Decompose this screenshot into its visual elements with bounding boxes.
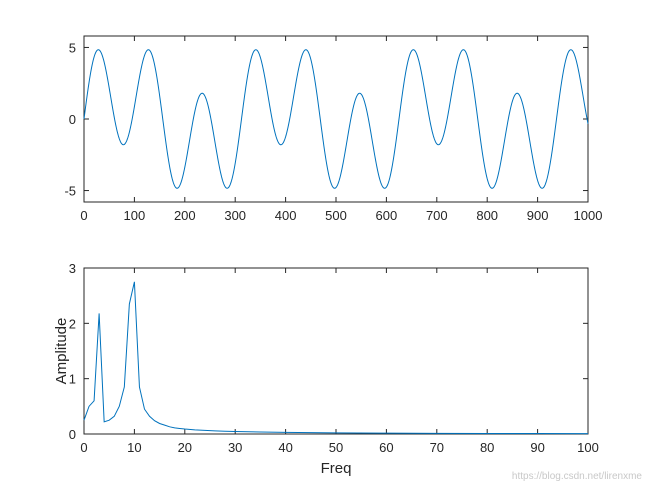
top-plot-frame <box>83 35 589 203</box>
bottom-x-tick-label: 100 <box>577 440 599 455</box>
bottom-y-tick-label: 2 <box>69 316 76 331</box>
bottom-x-tick-label: 80 <box>480 440 494 455</box>
bottom-x-tick-label: 30 <box>228 440 242 455</box>
top-x-tick-label: 800 <box>476 208 498 223</box>
bottom-y-axis-label: Amplitude <box>53 318 70 385</box>
top-y-tick-label: 5 <box>69 40 76 55</box>
bottom-spectrum-plot: 0 10 20 30 40 50 60 70 80 90 100 0 1 2 3 Freq Amplitud… <box>53 261 599 477</box>
top-x-tick-label: 700 <box>426 208 448 223</box>
bottom-x-tick-label: 0 <box>80 440 87 455</box>
top-x-tick-label: 500 <box>325 208 347 223</box>
watermark: https://blog.csdn.net/lirenxme <box>511 471 642 482</box>
top-time-domain-plot: 0 100 200 300 400 500 600 700 800 900 1000 -5 0 5 <box>64 35 602 223</box>
bottom-x-tick-label: 10 <box>127 440 141 455</box>
top-axis-ticks: 0 100 200 300 400 500 600 700 800 900 1000 -5 0 5 <box>64 36 602 223</box>
top-x-tick-label: 400 <box>275 208 297 223</box>
bottom-x-tick-label: 20 <box>178 440 192 455</box>
bottom-axis-ticks: 0 10 20 30 40 50 60 70 80 90 100 0 1 2 3 <box>69 261 599 455</box>
bottom-x-tick-label: 60 <box>379 440 393 455</box>
top-x-tick-label: 300 <box>224 208 246 223</box>
top-x-tick-label: 600 <box>376 208 398 223</box>
bottom-plot-frame <box>83 267 589 435</box>
spectrum-line <box>83 281 589 435</box>
bottom-x-tick-label: 90 <box>530 440 544 455</box>
bottom-y-tick-label: 3 <box>69 261 76 276</box>
bottom-y-tick-label: 0 <box>69 427 76 442</box>
top-x-tick-label: 900 <box>527 208 549 223</box>
top-signal-line <box>83 49 589 189</box>
top-y-tick-label: -5 <box>64 184 76 199</box>
bottom-x-tick-label: 40 <box>278 440 292 455</box>
bottom-x-tick-label: 50 <box>329 440 343 455</box>
bottom-y-tick-label: 1 <box>69 372 76 387</box>
top-x-tick-label: 1000 <box>574 208 603 223</box>
top-y-tick-label: 0 <box>69 112 76 127</box>
top-x-tick-label: 0 <box>80 208 87 223</box>
top-x-tick-label: 100 <box>124 208 146 223</box>
top-x-tick-label: 200 <box>174 208 196 223</box>
bottom-x-axis-label: Freq <box>321 460 352 477</box>
bottom-x-tick-label: 70 <box>430 440 444 455</box>
